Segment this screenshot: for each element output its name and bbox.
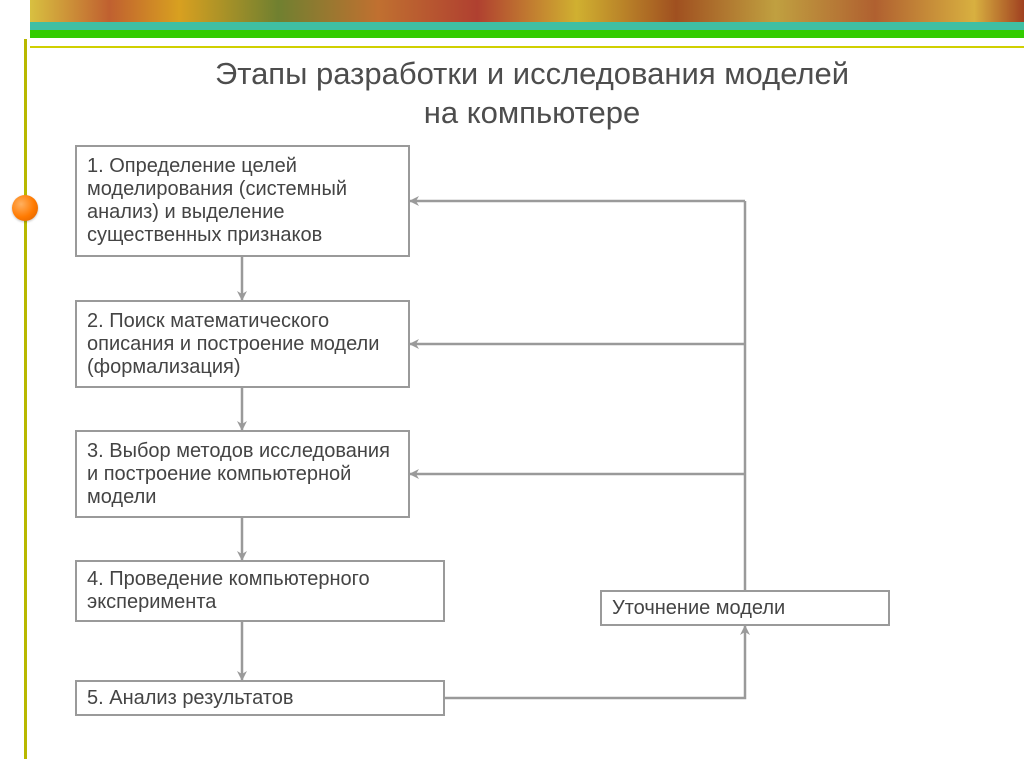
flow-step-3: 3. Выбор методов исследования и построен… bbox=[75, 430, 410, 518]
flow-step-2: 2. Поиск математического описания и пост… bbox=[75, 300, 410, 388]
flow-step-1: 1. Определение целей моделирования (сист… bbox=[75, 145, 410, 257]
flow-refine-label: Уточнение модели bbox=[612, 597, 785, 620]
flow-step-3-label: 3. Выбор методов исследования и построен… bbox=[87, 440, 398, 509]
flow-step-1-label: 1. Определение целей моделирования (сист… bbox=[87, 155, 398, 247]
flow-step-2-label: 2. Поиск математического описания и пост… bbox=[87, 310, 398, 379]
flow-step-4-label: 4. Проведение компьютерного эксперимента bbox=[87, 568, 433, 614]
flow-step-5-label: 5. Анализ результатов bbox=[87, 687, 293, 710]
flow-step-5: 5. Анализ результатов bbox=[75, 680, 445, 716]
flow-refine-box: Уточнение модели bbox=[600, 590, 890, 626]
flow-step-4: 4. Проведение компьютерного эксперимента bbox=[75, 560, 445, 622]
flowchart: 1. Определение целей моделирования (сист… bbox=[0, 0, 1024, 767]
slide: Этапы разработки и исследования моделей … bbox=[0, 0, 1024, 767]
